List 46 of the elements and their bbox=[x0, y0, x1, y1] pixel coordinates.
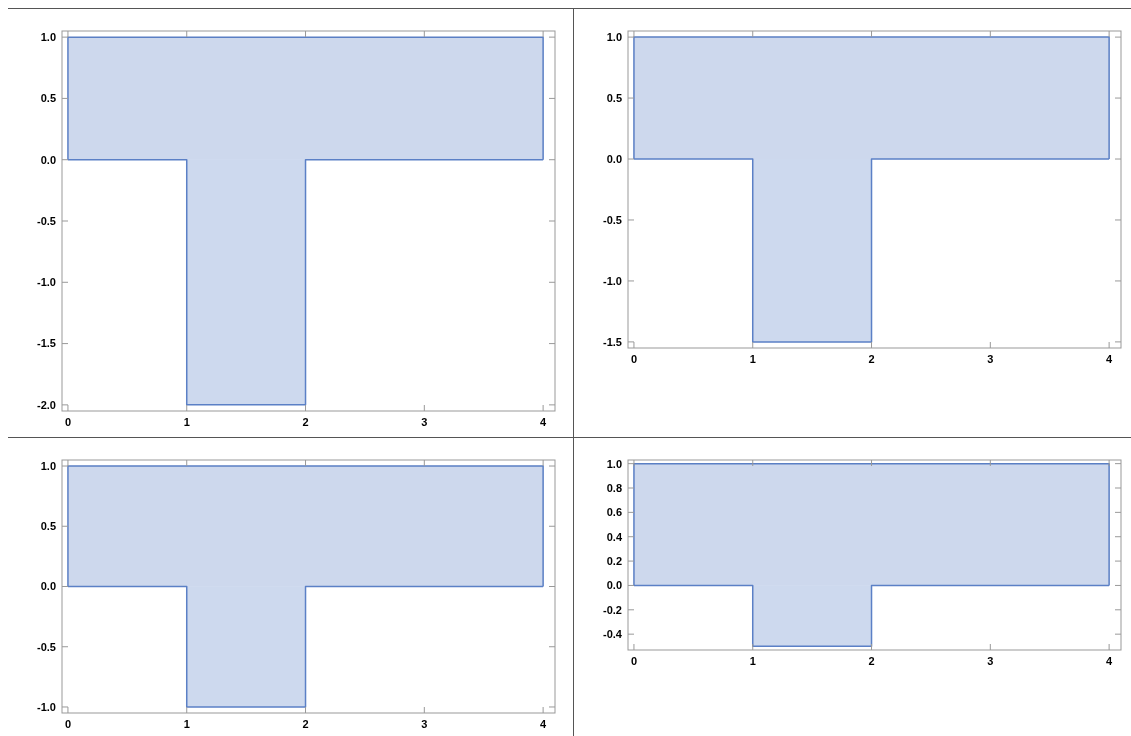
x-tick-label: 2 bbox=[868, 353, 875, 365]
y-tick-label: 0.6 bbox=[606, 506, 622, 519]
y-tick-label: -1.0 bbox=[37, 276, 56, 289]
y-tick-label: -1.5 bbox=[603, 335, 622, 348]
x-tick-label: 1 bbox=[183, 718, 190, 730]
x-tick-label: 1 bbox=[183, 416, 190, 428]
y-tick-label: 0.0 bbox=[40, 153, 56, 166]
x-tick-label: 4 bbox=[1106, 655, 1114, 667]
y-tick-label: -1.0 bbox=[603, 274, 622, 287]
y-tick-label: 0.0 bbox=[606, 152, 622, 165]
y-tick-label: 0.2 bbox=[606, 554, 622, 567]
y-tick-label: 0.5 bbox=[40, 520, 56, 533]
y-tick-label: 1.0 bbox=[40, 30, 56, 43]
y-tick-label: 0.0 bbox=[40, 580, 56, 593]
x-tick-label: 3 bbox=[421, 718, 428, 730]
y-tick-label: -0.2 bbox=[603, 603, 622, 616]
x-tick-label: 4 bbox=[1106, 353, 1114, 365]
y-tick-label: -0.5 bbox=[603, 213, 622, 226]
y-tick-label: 1.0 bbox=[606, 30, 622, 43]
x-tick-label: 4 bbox=[540, 718, 548, 730]
x-tick-label: 2 bbox=[302, 718, 309, 730]
y-tick-label: -0.4 bbox=[603, 628, 623, 641]
x-tick-label: 0 bbox=[64, 416, 71, 428]
y-tick-label: 1.0 bbox=[40, 459, 56, 472]
y-tick-label: 1.0 bbox=[606, 457, 622, 470]
x-tick-label: 3 bbox=[421, 416, 428, 428]
x-tick-label: 4 bbox=[540, 416, 548, 428]
y-tick-label: -0.5 bbox=[37, 640, 56, 653]
y-tick-label: 0.0 bbox=[606, 579, 622, 592]
x-tick-label: 3 bbox=[987, 655, 994, 667]
x-tick-label: 3 bbox=[987, 353, 994, 365]
y-tick-label: -1.0 bbox=[37, 700, 56, 713]
x-tick-label: 1 bbox=[749, 655, 756, 667]
x-tick-label: 2 bbox=[302, 416, 309, 428]
y-tick-label: 0.5 bbox=[606, 91, 622, 104]
y-tick-label: 0.4 bbox=[606, 530, 623, 543]
x-tick-label: 1 bbox=[749, 353, 756, 365]
x-tick-label: 0 bbox=[630, 655, 637, 667]
y-tick-label: -2.0 bbox=[37, 398, 56, 411]
x-tick-label: 0 bbox=[64, 718, 71, 730]
y-tick-label: -0.5 bbox=[37, 214, 56, 227]
x-tick-label: 2 bbox=[868, 655, 875, 667]
y-tick-label: 0.8 bbox=[606, 481, 622, 494]
x-tick-label: 0 bbox=[630, 353, 637, 365]
y-tick-label: -1.5 bbox=[37, 337, 56, 350]
y-tick-label: 0.5 bbox=[40, 92, 56, 105]
